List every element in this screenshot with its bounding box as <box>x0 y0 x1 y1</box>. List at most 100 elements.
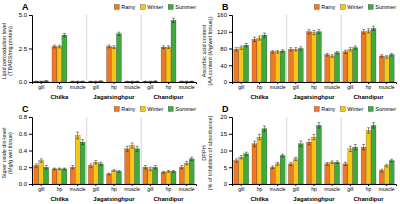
legend-item: Summer <box>368 4 396 10</box>
bar <box>57 169 62 184</box>
bar <box>189 81 194 82</box>
bar <box>262 35 267 82</box>
tick-label: 0.0 <box>19 181 28 187</box>
x-tick: hp <box>57 184 63 192</box>
error-bar <box>326 163 329 166</box>
error-bar <box>131 143 134 148</box>
panel: 0.02.55.0gillhpmusclegillhpmusclegillhpm… <box>1 2 197 100</box>
error-bar <box>167 46 170 49</box>
tick-label: hp <box>166 84 172 90</box>
bar <box>52 169 57 184</box>
y-axis-title: Super oxide dis-level(Mg/g wet tissue) <box>1 127 13 178</box>
y-axis-title: Ascorbic acid content(AA content (Mg/wet… <box>201 16 213 85</box>
tick-label: 0.2 <box>19 165 28 171</box>
error-bar <box>258 134 261 139</box>
tick-mark <box>29 151 32 152</box>
bar <box>316 125 321 184</box>
bar <box>70 167 75 184</box>
bar <box>171 20 176 82</box>
bar <box>184 81 189 82</box>
error-bar <box>154 80 157 81</box>
series <box>34 146 184 184</box>
x-tick: hp <box>257 82 263 90</box>
series <box>39 45 189 82</box>
bar <box>244 154 249 184</box>
error-bar <box>45 80 48 81</box>
x-tick: muscle <box>70 184 86 192</box>
y-axis: 0.02.55.0 <box>19 12 33 85</box>
bar <box>80 81 85 82</box>
x-tick: muscle <box>124 184 140 192</box>
bar <box>107 174 112 184</box>
bar <box>166 47 171 82</box>
y-tick: 0.4 <box>19 148 32 154</box>
error-bar <box>71 81 74 82</box>
x-tick: gill <box>147 82 153 90</box>
error-bar <box>385 56 388 59</box>
x-tick: muscle <box>179 184 195 192</box>
error-bar <box>240 46 243 49</box>
y-tick: 120 <box>217 29 232 35</box>
bar <box>107 46 112 82</box>
error-bar <box>294 48 297 51</box>
error-bar <box>113 46 116 49</box>
x-tick: gill <box>238 184 244 192</box>
group-separator <box>341 117 342 184</box>
error-bar <box>253 141 256 146</box>
legend-label: Summer <box>375 4 396 10</box>
panel: 05101520gillhpmusclegillhpmusclegillhpmu… <box>201 104 397 202</box>
y-tick: 0 <box>224 181 232 187</box>
error-bar <box>313 30 316 34</box>
y-tick: 0.8 <box>19 114 32 120</box>
marks <box>34 18 194 82</box>
bar <box>307 142 312 184</box>
x-tick: hp <box>366 82 372 90</box>
bar <box>371 28 376 82</box>
tick-label: gill <box>93 84 99 90</box>
error-bar <box>367 29 370 33</box>
group-label: Chandipur <box>354 196 385 202</box>
bar <box>130 145 135 184</box>
bar <box>275 52 280 82</box>
error-bar <box>294 157 297 160</box>
legend-item: Summer <box>168 106 196 112</box>
error-bar <box>190 157 193 160</box>
group-separator <box>86 15 87 82</box>
error-bar <box>263 33 266 37</box>
legend-label: Rainy <box>321 106 335 112</box>
legend-swatch <box>340 107 345 112</box>
tick-mark <box>29 167 32 168</box>
group-label: Jagatsinghpur <box>93 196 135 202</box>
tick-label: gill <box>238 84 244 90</box>
group-label: Chandipur <box>154 196 185 202</box>
error-bar <box>35 81 38 82</box>
bar <box>161 47 166 82</box>
bar <box>371 125 376 184</box>
bar <box>379 56 384 82</box>
y-tick: 20 <box>220 114 232 120</box>
tick-mark <box>229 167 232 168</box>
error-bar <box>35 164 38 167</box>
tick-label: muscle <box>124 84 140 90</box>
axis-line <box>29 16 33 83</box>
x-tick: hp <box>57 82 63 90</box>
tick-label: 0 <box>224 181 228 187</box>
error-bar <box>63 33 66 36</box>
tick-label: muscle <box>270 84 286 90</box>
error-bar <box>89 164 92 167</box>
bar <box>389 161 394 184</box>
error-bar <box>154 166 157 169</box>
x-tick: muscle <box>324 184 340 192</box>
bar <box>39 81 44 82</box>
error-bar <box>94 81 97 82</box>
tick-mark <box>29 82 32 83</box>
legend: RainyWinterSummer <box>114 106 196 112</box>
bar <box>353 48 358 82</box>
error-bar <box>372 123 375 128</box>
bar <box>148 169 153 184</box>
error-bar <box>385 164 388 167</box>
error-bar <box>162 46 165 49</box>
x-axis: gillhpmusclegillhpmusclegillhpmuscle <box>33 184 197 192</box>
bar <box>112 47 117 82</box>
legend-swatch <box>140 107 145 112</box>
